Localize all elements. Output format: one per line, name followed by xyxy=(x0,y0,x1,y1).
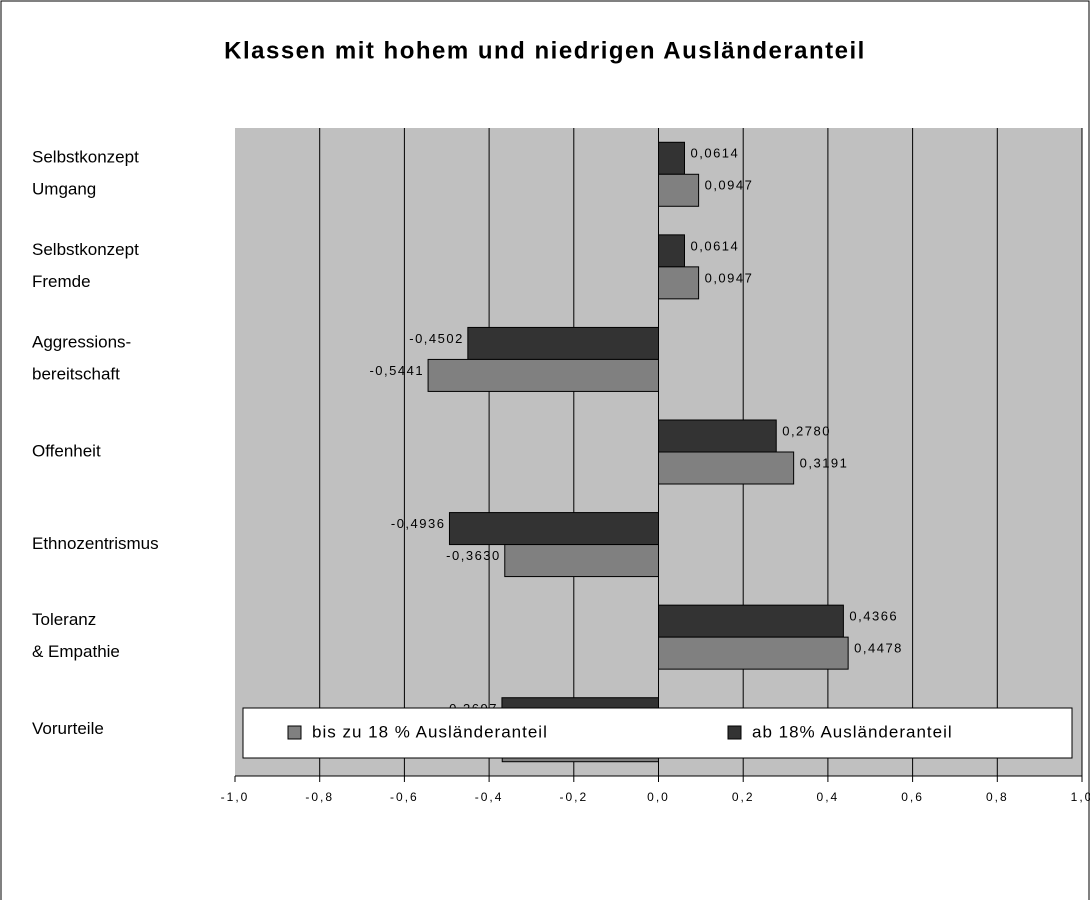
bar xyxy=(467,326,659,360)
data-label: 0,0947 xyxy=(705,178,754,193)
x-tick-label: 0,2 xyxy=(732,790,755,804)
data-label: -0,4502 xyxy=(409,331,464,346)
legend-swatch xyxy=(727,725,742,740)
legend xyxy=(242,707,1073,759)
legend-swatch xyxy=(287,725,302,740)
y-tick-label: Selbstkonzept Umgang xyxy=(32,148,139,199)
data-label: 0,4366 xyxy=(849,609,898,624)
bar xyxy=(658,451,795,485)
x-tick-label: 1,0 xyxy=(1071,790,1090,804)
x-tick-label: 0,4 xyxy=(817,790,840,804)
y-tick-label: Vorurteile xyxy=(32,719,104,738)
bar xyxy=(658,266,700,300)
x-tick-label: 0,0 xyxy=(647,790,670,804)
bar xyxy=(658,636,849,670)
bar xyxy=(658,141,686,175)
data-label: 0,0614 xyxy=(691,238,740,253)
y-tick-label: Aggressions-bereitschaft xyxy=(32,333,131,384)
data-label: -0,5441 xyxy=(369,363,424,378)
legend-label: bis zu 18 % Ausländeranteil xyxy=(312,722,548,741)
chart-title: Klassen mit hohem und niedrigen Auslände… xyxy=(224,37,866,64)
x-tick-label: -0,6 xyxy=(390,790,419,804)
x-tick-label: -0,8 xyxy=(305,790,334,804)
y-tick-label: Ethnozentrismus xyxy=(32,534,159,553)
data-label: -0,4936 xyxy=(391,516,446,531)
data-label: 0,0614 xyxy=(691,146,740,161)
data-label: 0,0947 xyxy=(705,270,754,285)
x-tick-label: 0,6 xyxy=(901,790,924,804)
x-tick-label: -0,4 xyxy=(475,790,504,804)
x-tick-label: 0,8 xyxy=(986,790,1009,804)
y-tick-label: Offenheit xyxy=(32,441,101,460)
data-label: 0,2780 xyxy=(782,423,831,438)
data-label: -0,3630 xyxy=(446,548,501,563)
bar xyxy=(427,358,659,392)
data-label: 0,3191 xyxy=(800,455,849,470)
bar xyxy=(658,234,686,268)
legend-label: ab 18% Ausländeranteil xyxy=(752,722,953,741)
bar xyxy=(658,419,777,453)
bar xyxy=(658,173,700,207)
x-tick-label: -1,0 xyxy=(221,790,250,804)
bar xyxy=(504,544,659,578)
bar xyxy=(658,604,844,638)
x-tick-label: -0,2 xyxy=(559,790,588,804)
y-tick-label: Selbstkonzept Fremde xyxy=(32,240,139,291)
y-tick-label: Toleranz & Empathie xyxy=(32,611,120,662)
bar xyxy=(448,512,659,546)
data-label: 0,4478 xyxy=(854,641,903,656)
